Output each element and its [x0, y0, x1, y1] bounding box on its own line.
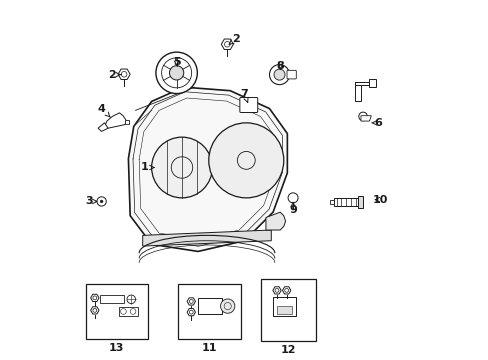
Bar — [178, 284, 241, 339]
Text: 11: 11 — [202, 342, 217, 352]
Text: 1: 1 — [141, 162, 154, 172]
Circle shape — [273, 69, 285, 80]
Polygon shape — [272, 287, 281, 294]
Text: 13: 13 — [109, 342, 124, 352]
Polygon shape — [90, 294, 99, 302]
Polygon shape — [142, 230, 271, 246]
Polygon shape — [357, 196, 363, 208]
Text: 7: 7 — [240, 89, 248, 102]
Text: 5: 5 — [172, 57, 180, 67]
Circle shape — [269, 64, 289, 85]
Circle shape — [220, 299, 234, 313]
Text: 4: 4 — [98, 104, 110, 117]
Circle shape — [358, 112, 366, 121]
Text: 9: 9 — [288, 202, 296, 215]
Polygon shape — [187, 298, 195, 305]
Polygon shape — [333, 198, 358, 206]
Polygon shape — [329, 200, 333, 204]
Bar — [85, 284, 148, 339]
Polygon shape — [221, 39, 233, 49]
FancyBboxPatch shape — [240, 98, 257, 112]
Polygon shape — [124, 120, 129, 123]
Text: 2: 2 — [107, 69, 121, 80]
Polygon shape — [368, 79, 375, 87]
Polygon shape — [187, 309, 195, 316]
Polygon shape — [276, 306, 291, 314]
Circle shape — [100, 200, 103, 203]
Polygon shape — [282, 287, 290, 294]
Bar — [260, 279, 315, 342]
Polygon shape — [100, 295, 124, 303]
Polygon shape — [265, 212, 285, 230]
Circle shape — [156, 52, 197, 94]
Polygon shape — [198, 298, 222, 314]
Text: 8: 8 — [276, 61, 284, 71]
Circle shape — [208, 123, 283, 198]
Polygon shape — [119, 307, 138, 316]
Circle shape — [151, 137, 212, 198]
Text: 6: 6 — [371, 118, 382, 128]
Polygon shape — [90, 307, 99, 314]
Polygon shape — [98, 123, 108, 131]
Polygon shape — [118, 69, 130, 80]
Polygon shape — [354, 82, 370, 85]
Circle shape — [127, 295, 135, 303]
FancyBboxPatch shape — [286, 70, 296, 79]
Text: 2: 2 — [228, 34, 239, 44]
Polygon shape — [104, 113, 126, 128]
Polygon shape — [354, 82, 360, 102]
Circle shape — [97, 197, 106, 206]
Polygon shape — [360, 116, 370, 121]
Circle shape — [287, 193, 298, 203]
Text: 3: 3 — [85, 197, 97, 206]
Polygon shape — [273, 297, 295, 316]
Text: 12: 12 — [280, 345, 295, 355]
Polygon shape — [128, 87, 287, 251]
Circle shape — [169, 66, 183, 80]
Text: 10: 10 — [372, 195, 387, 204]
